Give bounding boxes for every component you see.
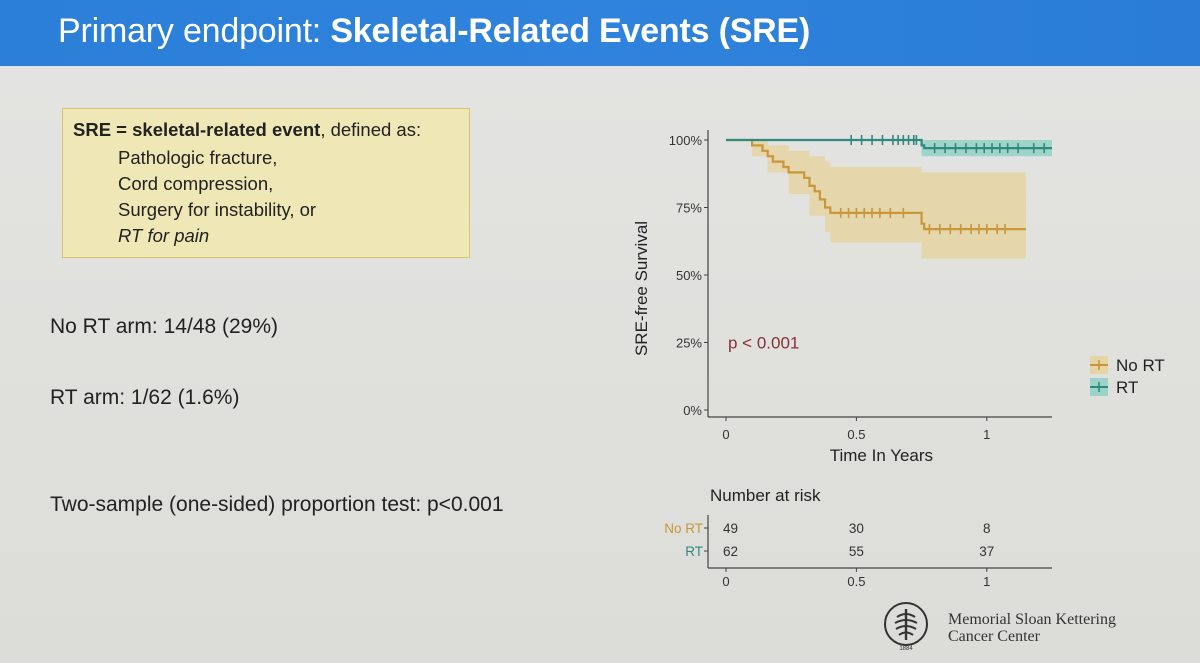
risk-x-tick-label: 0 — [722, 574, 729, 589]
ci-band-no-rt — [726, 140, 1026, 262]
km-chart: 0% 25% 50% 75% 100% 0 0.5 1 Time In Years SRE-fre… — [632, 130, 1165, 589]
rt-result: RT arm: 1/62 (1.6%) — [50, 386, 240, 409]
risk-value: 8 — [983, 521, 991, 536]
ci-band-rt — [726, 140, 1052, 159]
definition-item: Pathologic fracture, — [118, 147, 278, 168]
definition-item: RT for pain — [118, 225, 210, 246]
x-tick-label: 1 — [983, 427, 990, 442]
definition-box: SRE = skeletal-related event, defined as… — [62, 108, 470, 258]
risk-value: 30 — [849, 521, 864, 536]
risk-row-label: No RT — [664, 521, 703, 536]
legend-label: RT — [1116, 378, 1138, 397]
definition-heading: SRE = skeletal-related event, defined as… — [73, 119, 421, 141]
mskcc-logo-icon: 1884 — [884, 602, 928, 652]
logo-year: 1884 — [899, 646, 913, 652]
y-tick-label: 25% — [676, 336, 702, 351]
risk-x-tick-label: 0.5 — [847, 574, 865, 589]
definition-item: Cord compression, — [118, 173, 274, 194]
km-curve-no-rt — [726, 138, 1026, 231]
x-axis-label: Time In Years — [830, 446, 933, 465]
title-bold: Skeletal-Related Events (SRE) — [330, 12, 811, 50]
legend-label: No RT — [1116, 356, 1165, 375]
y-axis-label: SRE-free Survival — [632, 221, 651, 356]
risk-row-label: RT — [685, 544, 703, 559]
slide-title: Primary endpoint: Skeletal-Related Event… — [58, 12, 810, 51]
x-tick-label: 0 — [722, 427, 729, 442]
y-tick-label: 75% — [676, 201, 702, 216]
chart-legend: No RT RT — [1090, 356, 1165, 397]
y-tick-label: 100% — [669, 133, 703, 148]
p-value-annotation: p < 0.001 — [728, 334, 799, 353]
chart-text: 0% 25% 50% 75% 100% 0 0.5 1 Time In Years SRE-fre… — [632, 133, 990, 465]
definition-term: SRE = skeletal-related event — [73, 119, 321, 140]
x-tick-label: 0.5 — [847, 427, 865, 442]
chart-axes — [704, 130, 1052, 421]
y-tick-label: 50% — [676, 268, 702, 283]
title-prefix: Primary endpoint: — [58, 12, 322, 50]
risk-value: 55 — [849, 544, 864, 559]
risk-value: 62 — [723, 544, 738, 559]
title-bar: Primary endpoint: Skeletal-Related Event… — [0, 0, 1200, 66]
definition-item: Surgery for instability, or — [118, 199, 317, 220]
risk-value: 49 — [723, 521, 738, 536]
proportion-test-result: Two-sample (one-sided) proportion test: … — [50, 493, 504, 516]
logo-text-line1: Memorial Sloan Kettering — [948, 611, 1116, 628]
logo-text-line2: Cancer Center — [948, 628, 1040, 645]
y-tick-label: 0% — [683, 403, 702, 418]
censor-marks — [839, 135, 1045, 235]
definition-suffix: , defined as: — [320, 119, 422, 140]
risk-x-tick-label: 1 — [983, 574, 990, 589]
confidence-bands — [726, 140, 1052, 262]
no-rt-result: No RT arm: 14/48 (29%) — [50, 315, 278, 338]
risk-table-title: Number at risk — [710, 486, 821, 505]
risk-value: 37 — [979, 544, 994, 559]
risk-table: Number at risk No RT 49 30 8 RT 62 55 37 0 0.5 1 — [664, 486, 1052, 589]
